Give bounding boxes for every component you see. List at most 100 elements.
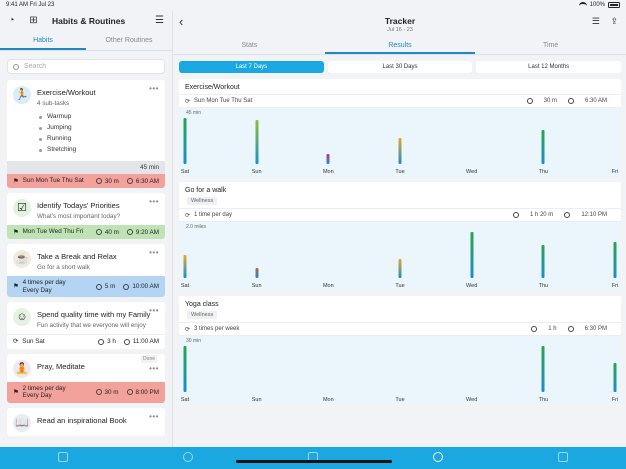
day-label: Thu bbox=[538, 169, 549, 175]
habit-card-family[interactable]: ••• ☺ Spend quality time with my Family … bbox=[7, 302, 165, 349]
more-icon[interactable]: ••• bbox=[149, 306, 159, 315]
category-tag: Wellness bbox=[187, 311, 218, 319]
flag-icon: ⚑ bbox=[13, 228, 19, 236]
search-icon bbox=[13, 63, 19, 70]
schedule-time: 11:00 AM bbox=[132, 338, 159, 346]
habit-card-meditate[interactable]: Done ••• 🧘 Pray, Meditate ⚑ 2 times per … bbox=[7, 353, 165, 403]
habit-duration: 45 min bbox=[7, 161, 165, 174]
tab-other-routines[interactable]: Other Routines bbox=[105, 37, 153, 44]
status-bar: 9:41 AM Fri Jul 23 100% bbox=[0, 0, 626, 11]
clock-icon bbox=[123, 283, 130, 290]
tab-results[interactable]: Results bbox=[324, 37, 476, 54]
subtask-item[interactable]: Stretching bbox=[39, 144, 96, 155]
period-last-30-days[interactable]: Last 30 Days bbox=[327, 61, 473, 73]
result-walk[interactable]: Go for a walk Wellness ⟳ 1 time per day … bbox=[179, 182, 621, 290]
category-tag: Wellness bbox=[187, 197, 218, 205]
section-frequency: ⟳ Sun Mon Tue Thu Sat 30 m 6:30 AM bbox=[179, 94, 621, 108]
filter-icon[interactable]: ☰ bbox=[591, 16, 600, 26]
done-badge: Done bbox=[141, 354, 157, 363]
search-field[interactable]: Search bbox=[7, 59, 165, 74]
section-frequency: ⟳ 3 times per week 1 h 6:30 PM bbox=[179, 322, 621, 336]
chart-bar bbox=[541, 346, 545, 392]
date-range: Jul 16 - 23 bbox=[387, 27, 413, 33]
chart-ylabel: 30 min bbox=[186, 338, 202, 344]
day-label: Fri bbox=[611, 283, 619, 289]
day-label: Mon bbox=[322, 169, 334, 175]
tab-habits[interactable]: Habits bbox=[0, 31, 86, 50]
filter-icon[interactable]: ☰ bbox=[155, 15, 164, 26]
chart-bar bbox=[183, 118, 187, 164]
status-time: 9:41 AM Fri Jul 23 bbox=[6, 2, 55, 8]
day-label: Wed bbox=[466, 169, 478, 175]
chart-bar bbox=[183, 346, 187, 392]
page-title: Habits & Routines bbox=[52, 16, 126, 26]
habit-subtitle: Go for a short walk bbox=[37, 264, 90, 271]
chart-bar bbox=[326, 153, 330, 164]
subtask-item[interactable]: Jumping bbox=[39, 122, 96, 133]
flag-icon: ⚑ bbox=[13, 177, 19, 185]
habit-schedule: ⚑ Mon Tue Wed Thu Fri 40 m 9:20 AM bbox=[7, 225, 165, 239]
schedule-time: 6:30 AM bbox=[135, 177, 159, 185]
habit-name: Pray, Meditate bbox=[37, 361, 85, 371]
habit-card-read[interactable]: ••• 📖 Read an inspirational Book bbox=[7, 407, 165, 436]
period-last-12-months[interactable]: Last 12 Months bbox=[476, 61, 622, 73]
period-selector: Last 7 Days Last 30 Days Last 12 Months bbox=[174, 55, 626, 79]
repeat-icon: ⚑ bbox=[13, 283, 19, 290]
checklist-icon: ☑ bbox=[13, 199, 31, 217]
chart-bar bbox=[613, 242, 617, 278]
habit-card-break[interactable]: ••• ☕ Take a Break and Relax Go for a sh… bbox=[7, 244, 165, 297]
repeat-icon: ⟳ bbox=[185, 98, 191, 105]
meditate-icon: 🧘 bbox=[13, 359, 31, 378]
habit-card-exercise[interactable]: ••• 🏃 Exercise/Workout 4 sub-tasks Warmu… bbox=[7, 80, 165, 188]
tab-stats[interactable]: Stats bbox=[241, 42, 258, 49]
result-exercise[interactable]: Exercise/Workout ⟳ Sun Mon Tue Thu Sat 3… bbox=[179, 79, 621, 176]
timer-tab-icon[interactable] bbox=[433, 452, 443, 462]
habit-name: Take a Break and Relax bbox=[37, 252, 117, 261]
subtask-list: Warmup Jumping Running Stretching bbox=[39, 111, 96, 155]
calendar-tab-icon[interactable] bbox=[58, 452, 68, 462]
section-duration: 30 m bbox=[543, 98, 557, 104]
chart-ylabel: 45 min bbox=[186, 110, 202, 116]
pie-chart-icon[interactable]: ◔ bbox=[8, 15, 15, 26]
day-label: Sat bbox=[180, 397, 190, 403]
schedule-days: Mon Tue Wed Thu Fri bbox=[22, 228, 84, 236]
more-icon[interactable]: ••• bbox=[149, 84, 159, 93]
chart-walk: 2.0 miles Sat Sun Mon Tue Wed Thu Fri bbox=[179, 222, 621, 290]
timer-icon bbox=[95, 283, 102, 290]
share-icon[interactable]: ⇪ bbox=[610, 16, 618, 26]
notes-tab-icon[interactable] bbox=[558, 452, 568, 462]
person-icon: 🏃 bbox=[13, 86, 31, 104]
day-label: Sat bbox=[180, 169, 190, 175]
clock-icon bbox=[567, 98, 574, 104]
more-icon[interactable]: ••• bbox=[149, 411, 159, 421]
subtask-item[interactable]: Running bbox=[39, 133, 96, 144]
schedule-frequency: 4 times per day bbox=[22, 279, 66, 286]
gift-icon[interactable]: ⊞ bbox=[29, 15, 38, 26]
timer-icon bbox=[95, 389, 102, 395]
habit-card-priorities[interactable]: ••• ☑ Identify Todays' Priorities What's… bbox=[7, 193, 165, 239]
tab-time[interactable]: Time bbox=[543, 42, 559, 49]
habit-schedule: ⟳ Sun Sat 3 h 11:00 AM bbox=[7, 334, 165, 349]
subtask-item[interactable]: Warmup bbox=[39, 111, 96, 122]
clock-icon bbox=[126, 178, 133, 184]
more-icon[interactable]: ••• bbox=[149, 197, 159, 206]
chart-exercise: 45 min Sat Sun Mon Tue Wed Thu Fri bbox=[179, 108, 621, 176]
more-icon[interactable]: ••• bbox=[149, 248, 159, 257]
day-label: Mon bbox=[322, 397, 334, 403]
section-duration: 1 h 20 m bbox=[529, 212, 554, 218]
schedule-duration: 40 m bbox=[104, 228, 119, 236]
timer-icon bbox=[512, 212, 519, 218]
family-icon: ☺ bbox=[13, 308, 31, 326]
tracker-header: ‹ Tracker Jul 16 - 23 ☰ ⇪ bbox=[174, 11, 626, 37]
schedule-days: 4 times per day Every Day bbox=[23, 279, 87, 294]
result-yoga[interactable]: Yoga class Wellness ⟳ 3 times per week 1… bbox=[179, 296, 621, 404]
more-icon[interactable]: ••• bbox=[149, 363, 159, 373]
day-label: Thu bbox=[538, 397, 549, 403]
circle-tab-icon[interactable] bbox=[183, 452, 193, 462]
period-last-7-days[interactable]: Last 7 Days bbox=[179, 61, 324, 73]
schedule-frequency: 2 times per day bbox=[22, 384, 66, 392]
section-title: Go for a walk bbox=[185, 187, 227, 194]
day-label: Sun bbox=[251, 397, 262, 403]
habit-subtitle: Fun activity that we everyone will enjoy bbox=[37, 322, 146, 329]
back-chevron-icon[interactable]: ‹ bbox=[179, 14, 184, 29]
